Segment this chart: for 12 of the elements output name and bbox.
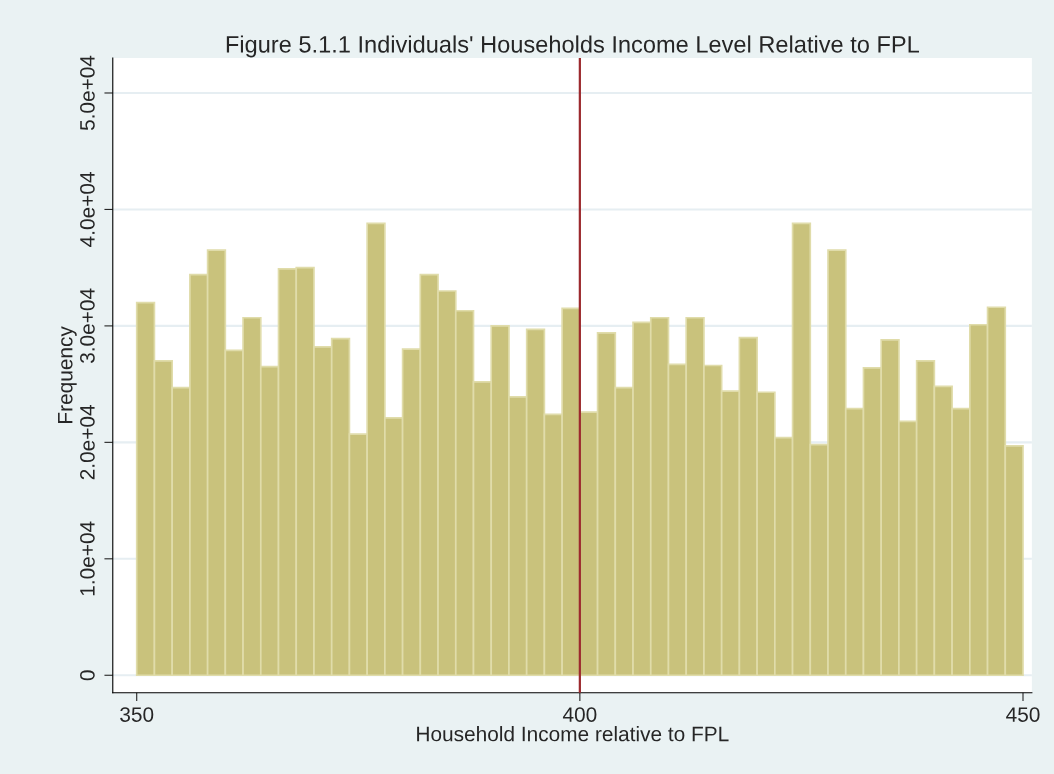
y-tick-label: 0 [80,670,95,681]
y-tick-label: 2.0e+04 [80,405,95,480]
x-tick-label: 450 [1006,707,1040,722]
y-tick-label: 4.0e+04 [80,172,95,247]
y-axis-title: Frequency [58,326,77,423]
y-tick-label: 3.0e+04 [80,288,95,364]
x-tick-label: 400 [562,707,597,722]
y-tick-label: 5.0e+04 [80,55,95,131]
x-tick-label: 350 [120,707,154,722]
chart-title: Figure 5.1.1 Individuals' Households Income Level Relative to FPL [226,35,919,58]
y-tick-label: 1.0e+04 [80,521,95,596]
x-axis-title: Household Income relative to FPL [417,726,729,742]
